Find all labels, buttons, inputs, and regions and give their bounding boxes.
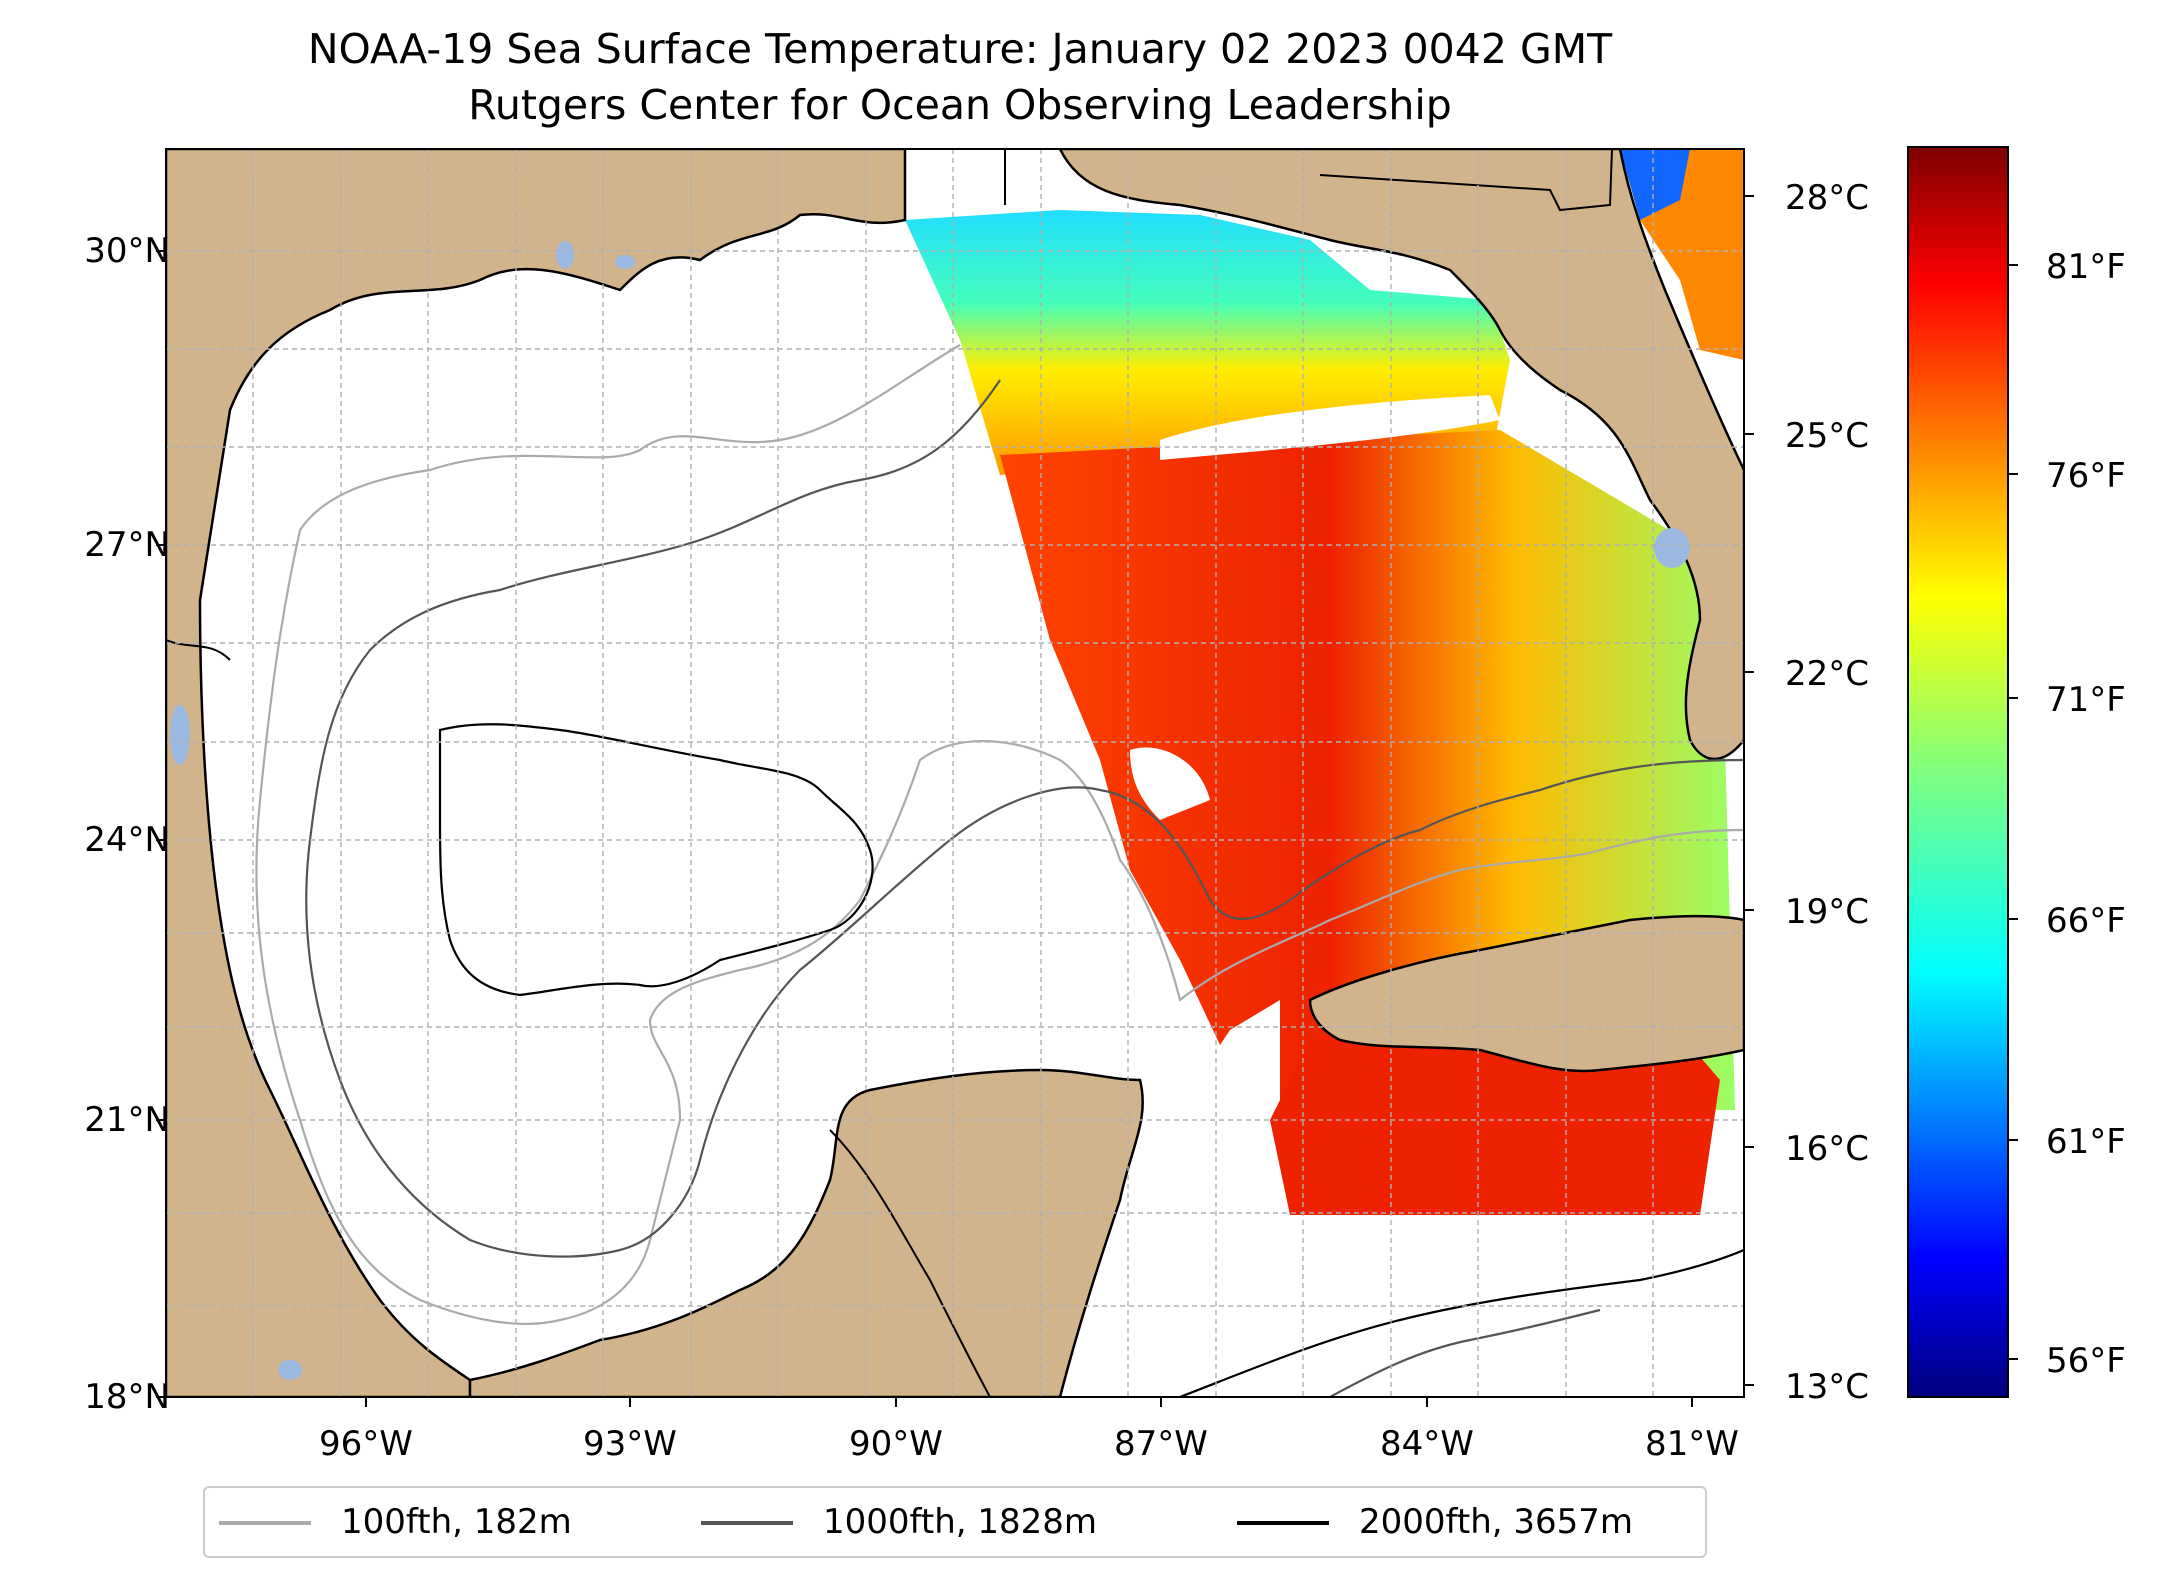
lon-label: 90°W <box>849 1424 943 1464</box>
legend-swatch <box>219 1521 311 1525</box>
map-subtitle: Rutgers Center for Ocean Observing Leade… <box>468 81 1452 129</box>
lat-label: 21°N <box>84 1100 170 1140</box>
colorbar-ticks <box>2008 264 2018 1360</box>
lat-label: 27°N <box>84 525 170 565</box>
celsius-label: 19°C <box>1785 892 1870 932</box>
graticule <box>166 149 1744 1397</box>
cloud-gap <box>1160 395 1500 460</box>
fahrenheit-label: 56°F <box>2046 1341 2126 1381</box>
contour-1000fth <box>305 379 1744 1258</box>
lat-label: 24°N <box>84 820 170 860</box>
fahrenheit-label: 81°F <box>2046 247 2126 287</box>
map-panel <box>166 149 1744 1397</box>
lon-label: 81°W <box>1645 1424 1739 1464</box>
lake-okeechobee <box>1654 528 1690 568</box>
celsius-label: 13°C <box>1785 1367 1870 1407</box>
fahrenheit-label: 61°F <box>2046 1122 2126 1162</box>
lon-label: 87°W <box>1114 1424 1208 1464</box>
contour-1000fth-south <box>1329 1308 1601 1397</box>
land-florida <box>1058 149 1744 760</box>
lon-label: 84°W <box>1380 1424 1474 1464</box>
lake <box>278 1360 302 1380</box>
land-cuba <box>1308 915 1744 1073</box>
celsius-label: 22°C <box>1785 654 1870 694</box>
legend-swatch <box>1237 1521 1329 1525</box>
country-boundary <box>829 1129 991 1397</box>
fahrenheit-label: 76°F <box>2046 456 2126 496</box>
contour-2000fth-south <box>1179 1248 1744 1397</box>
colorbar <box>1907 146 2009 1398</box>
legend-label: 1000fth, 1828m <box>823 1502 1098 1542</box>
fahrenheit-label: 71°F <box>2046 680 2126 720</box>
axis-ticks <box>156 195 1754 1407</box>
lon-label: 93°W <box>583 1424 677 1464</box>
celsius-label: 28°C <box>1785 178 1870 218</box>
lake <box>615 255 635 269</box>
map-title: NOAA-19 Sea Surface Temperature: January… <box>307 25 1613 73</box>
sst-atlantic-strip-cool <box>1620 149 1690 220</box>
state-boundary <box>1319 149 1613 212</box>
state-boundary <box>166 639 231 661</box>
map-frame <box>165 148 1745 1398</box>
land-north-gulf-coast <box>166 149 907 1397</box>
land-yucatan <box>468 1068 1144 1397</box>
lat-label: 18°N <box>84 1377 170 1417</box>
lake <box>556 241 574 269</box>
lake <box>170 705 190 765</box>
legend-label: 100fth, 182m <box>341 1502 572 1542</box>
celsius-label: 25°C <box>1785 416 1870 456</box>
legend-swatch <box>701 1521 793 1525</box>
lon-label: 96°W <box>319 1424 413 1464</box>
contour-2000fth <box>438 723 874 997</box>
contour-legend: 100fth, 182m 1000fth, 1828m 2000fth, 365… <box>203 1486 1707 1558</box>
legend-label: 2000fth, 3657m <box>1359 1502 1634 1542</box>
lat-label: 30°N <box>84 231 170 271</box>
fahrenheit-label: 66°F <box>2046 901 2126 941</box>
contour-100fth <box>255 344 1744 1325</box>
celsius-label: 16°C <box>1785 1129 1870 1169</box>
cloud-gap <box>1130 747 1210 820</box>
